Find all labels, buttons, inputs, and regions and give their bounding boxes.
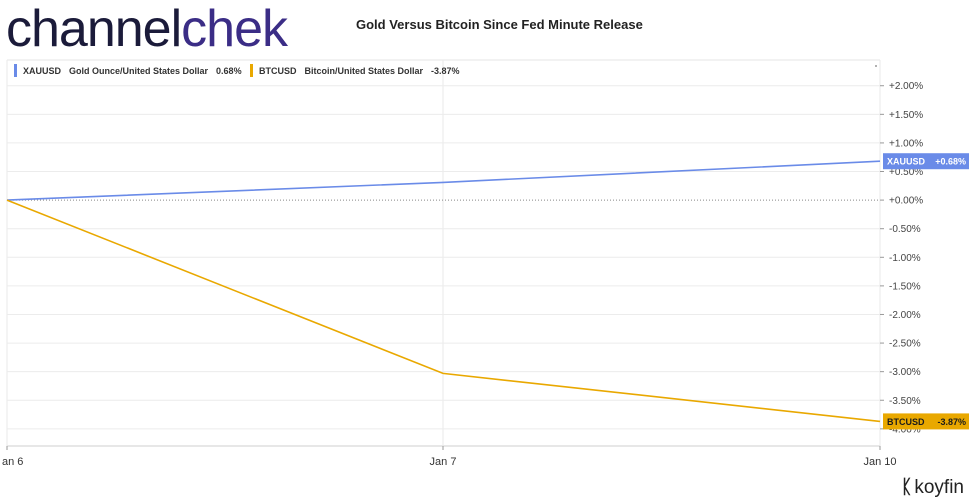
x-tick-label: an 6 xyxy=(2,456,23,468)
end-label-symbol: BTCUSD xyxy=(887,417,925,427)
legend-name: Bitcoin/United States Dollar xyxy=(304,66,424,76)
y-tick-label: -3.50% xyxy=(889,396,921,407)
y-tick-label: -0.50% xyxy=(889,224,921,235)
y-tick-label: -1.00% xyxy=(889,253,921,264)
end-label-value: +0.68% xyxy=(935,157,966,167)
axis-menu-icon xyxy=(875,65,877,67)
end-label-symbol: XAUUSD xyxy=(887,157,926,167)
logo-part-chek: chek xyxy=(181,0,288,58)
y-tick-label: -2.00% xyxy=(889,310,921,321)
y-tick-label: +2.00% xyxy=(889,81,923,92)
x-tick-label: Jan 10 xyxy=(863,456,896,468)
legend-value: -3.87% xyxy=(431,66,460,76)
legend-name: Gold Ounce/United States Dollar xyxy=(69,66,209,76)
legend-item-btcusd[interactable]: BTCUSD Bitcoin/United States Dollar -3.87% xyxy=(244,63,460,80)
y-tick-label: -4.00% xyxy=(889,424,921,435)
x-tick-label: Jan 7 xyxy=(430,456,457,468)
y-tick-label: -2.50% xyxy=(889,339,921,350)
koyfin-logo: ᛕ koyfin xyxy=(901,477,964,499)
legend-item-xauusd[interactable]: XAUUSD Gold Ounce/United States Dollar 0.6… xyxy=(8,63,242,80)
y-tick-label: +1.00% xyxy=(889,138,923,149)
koyfin-brand-text: koyfin xyxy=(914,477,964,498)
legend-swatch-btcusd xyxy=(250,64,253,77)
legend-swatch-xauusd xyxy=(14,64,17,77)
y-tick-label: -1.50% xyxy=(889,281,921,292)
y-tick-label: +0.50% xyxy=(889,167,923,178)
chart-title: Gold Versus Bitcoin Since Fed Minute Rel… xyxy=(356,17,643,32)
y-tick-label: +0.00% xyxy=(889,196,923,207)
channelchek-logo: channelchek xyxy=(6,0,288,58)
end-label-tag-xauusd xyxy=(883,153,969,170)
end-label-value: -3.87% xyxy=(937,417,966,427)
logo-part-channel: channel xyxy=(6,0,182,58)
legend-value: 0.68% xyxy=(216,66,242,76)
legend-symbol: XAUUSD xyxy=(23,66,62,76)
legend-symbol: BTCUSD xyxy=(259,66,297,76)
koyfin-k-icon: ᛕ xyxy=(900,477,913,498)
end-label-tag-btcusd xyxy=(883,413,969,430)
y-tick-label: -3.00% xyxy=(889,367,921,378)
y-tick-label: +1.50% xyxy=(889,110,923,121)
